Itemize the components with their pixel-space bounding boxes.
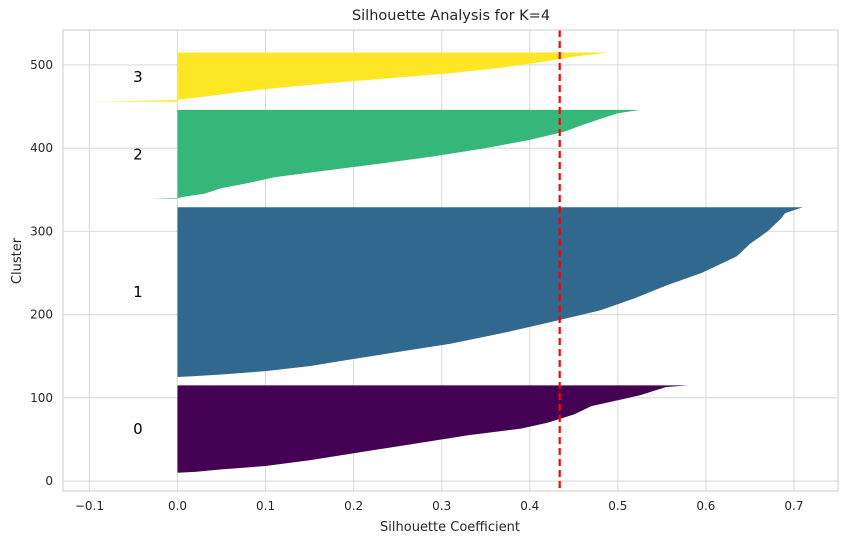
y-tick-label: 200 xyxy=(30,308,53,322)
x-tick-label: −0.1 xyxy=(75,499,104,513)
x-axis-title: Silhouette Coefficient xyxy=(380,520,520,535)
y-tick-labels: 0 100 200 300 400 500 xyxy=(30,58,53,488)
x-tick-label: 0.2 xyxy=(344,499,363,513)
cluster-label-3: 3 xyxy=(133,68,143,86)
cluster-silhouettes xyxy=(93,52,803,473)
x-tick-label: 0.4 xyxy=(520,499,539,513)
cluster-3-silhouette xyxy=(93,52,610,102)
y-tick-label: 100 xyxy=(30,391,53,405)
chart-title: Silhouette Analysis for K=4 xyxy=(352,8,550,24)
x-tick-label: 0.6 xyxy=(696,499,715,513)
y-tick-label: 0 xyxy=(45,474,53,488)
y-tick-label: 500 xyxy=(30,58,53,72)
cluster-labels: 0 1 2 3 xyxy=(133,68,143,438)
y-axis-title: Cluster xyxy=(10,237,25,284)
x-tick-label: 0.0 xyxy=(168,499,187,513)
cluster-2-silhouette xyxy=(151,109,640,199)
cluster-label-1: 1 xyxy=(133,283,143,301)
plot-frame xyxy=(62,29,839,492)
x-tick-label: 0.5 xyxy=(608,499,627,513)
x-tick-label: 0.7 xyxy=(784,499,803,513)
x-tick-labels: −0.1 0.0 0.1 0.2 0.3 0.4 0.5 0.6 0.7 xyxy=(75,499,804,513)
cluster-label-2: 2 xyxy=(133,145,143,163)
x-tick-label: 0.3 xyxy=(432,499,451,513)
cluster-label-0: 0 xyxy=(133,420,143,438)
x-tick-label: 0.1 xyxy=(256,499,275,513)
y-tick-label: 300 xyxy=(30,224,53,238)
cluster-1-silhouette xyxy=(177,207,803,377)
y-tick-label: 400 xyxy=(30,141,53,155)
